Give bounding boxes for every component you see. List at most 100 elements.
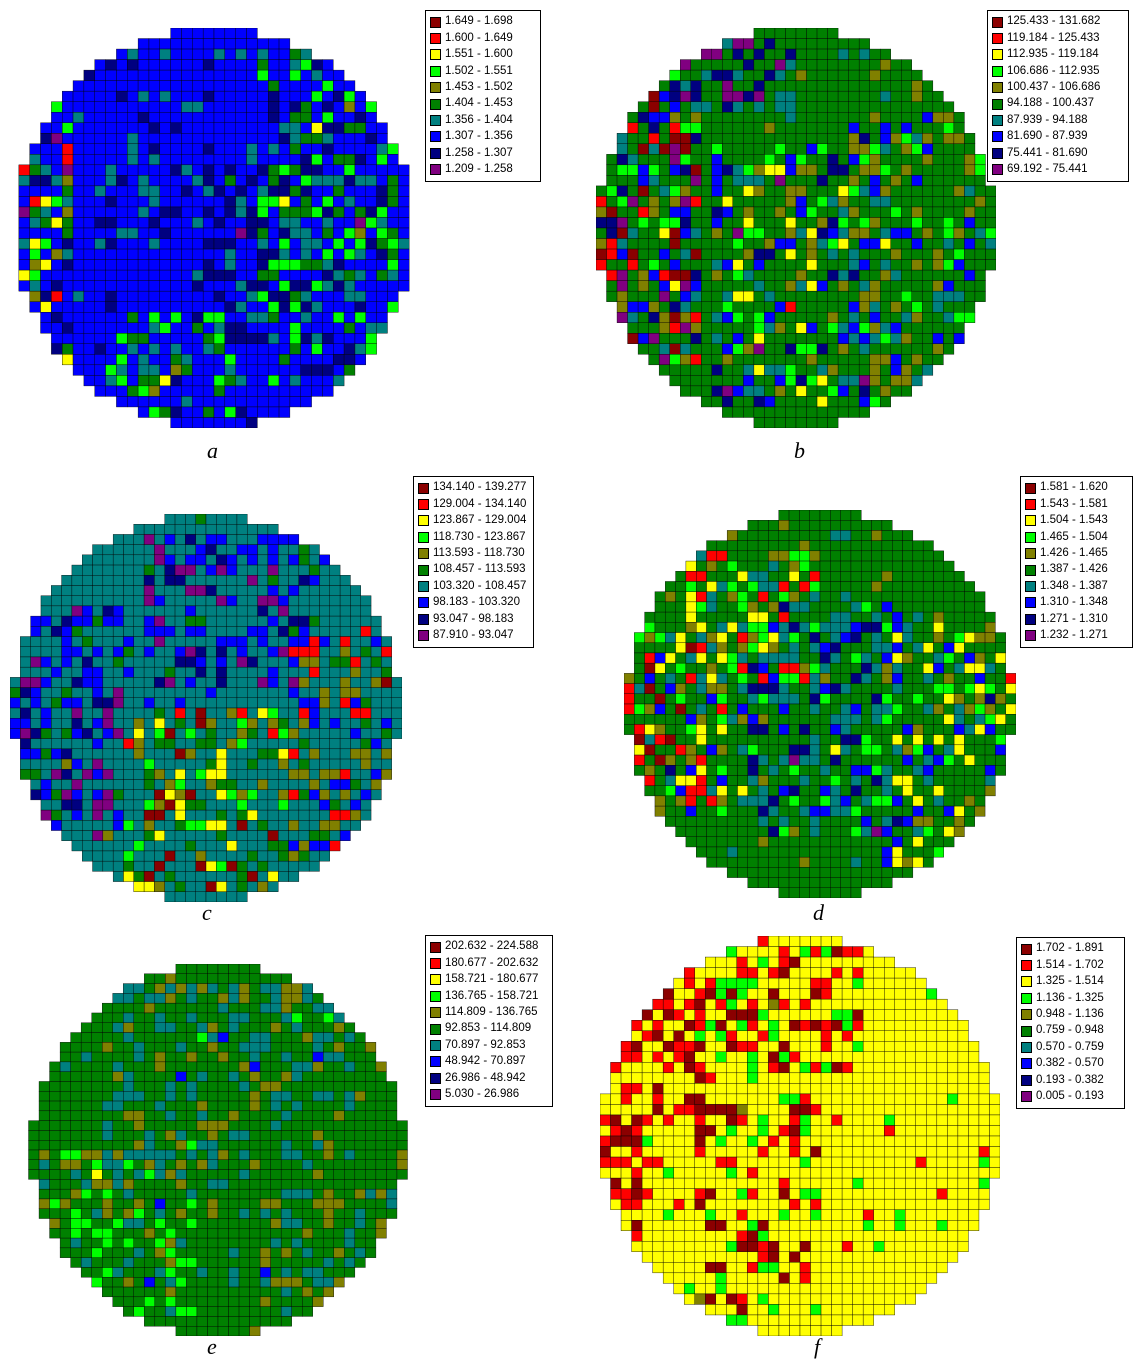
heatmap-cell — [850, 652, 862, 664]
heatmap-cell — [778, 877, 790, 888]
heatmap-cell — [768, 877, 779, 888]
heatmap-cell — [726, 601, 738, 613]
heatmap-cell — [861, 846, 872, 858]
heatmap-cell — [747, 795, 759, 807]
heatmap-cell — [123, 626, 134, 637]
heatmap-cell — [869, 69, 881, 81]
heatmap-cell — [861, 795, 872, 807]
heatmap-cell — [837, 164, 849, 176]
heatmap-cell — [116, 154, 128, 166]
heatmap-cell — [268, 206, 280, 218]
heatmap-cell — [861, 703, 872, 715]
heatmap-cell — [205, 615, 217, 627]
heatmap-cell — [62, 164, 74, 176]
heatmap-cell — [675, 611, 687, 623]
heatmap-cell — [319, 677, 330, 688]
heatmap-cell — [902, 673, 914, 684]
heatmap-cell — [716, 754, 728, 766]
heatmap-cell — [696, 724, 707, 735]
heatmap-cell — [72, 364, 85, 376]
heatmap-cell — [311, 385, 323, 397]
heatmap-cell — [644, 683, 656, 694]
heatmap-cell — [247, 524, 258, 535]
heatmap-cell — [216, 666, 227, 678]
heatmap-cell — [669, 90, 681, 102]
heatmap-cell — [806, 248, 818, 260]
heatmap-cell — [289, 143, 301, 155]
heatmap-cell — [246, 375, 258, 387]
heatmap-cell — [159, 354, 171, 366]
heatmap-cell — [207, 1100, 219, 1112]
heatmap-cell — [654, 734, 666, 746]
heatmap-cell — [322, 301, 334, 313]
heatmap-cell — [154, 881, 165, 892]
heatmap-cell — [92, 554, 104, 566]
heatmap-cell — [343, 196, 356, 208]
heatmap-cell — [658, 364, 670, 376]
heatmap-cell — [40, 626, 52, 637]
heatmap-cell — [133, 809, 145, 821]
heatmap-cell — [298, 687, 310, 698]
heatmap-cell — [690, 217, 702, 229]
heatmap-cell — [94, 269, 106, 281]
heatmap-cell — [795, 238, 807, 250]
heatmap-cell — [912, 826, 924, 837]
legend-label: 87.910 - 93.047 — [433, 628, 514, 641]
heatmap-cell — [669, 301, 681, 313]
heatmap-cell — [696, 611, 707, 623]
heatmap-cell — [722, 280, 734, 292]
heatmap-cell — [1005, 673, 1016, 684]
heatmap-cell — [616, 217, 628, 229]
heatmap-cell — [354, 185, 366, 197]
heatmap-cell — [205, 564, 217, 576]
heatmap-cell — [311, 238, 323, 250]
heatmap-cell — [123, 830, 134, 841]
heatmap-cell — [795, 385, 807, 397]
heatmap-cell — [365, 1100, 377, 1112]
heatmap-cell — [333, 112, 345, 123]
heatmap-cell — [768, 673, 779, 684]
heatmap-cell — [105, 227, 117, 239]
heatmap-cell — [706, 652, 718, 664]
heatmap-cell — [170, 269, 182, 281]
heatmap-cell — [716, 601, 728, 613]
heatmap-cell — [329, 820, 341, 831]
heatmap-cell — [690, 248, 702, 260]
heatmap-cell — [112, 748, 124, 760]
heatmap-cell — [70, 1081, 82, 1092]
heatmap-cell — [143, 850, 155, 862]
heatmap-cell — [154, 830, 165, 841]
heatmap-cell — [953, 185, 965, 197]
heatmap-cell — [768, 795, 779, 807]
heatmap-cell — [92, 860, 104, 872]
heatmap-cell — [278, 697, 289, 709]
heatmap-cell — [170, 69, 182, 81]
heatmap-cell — [267, 585, 279, 596]
heatmap-cell — [127, 238, 139, 250]
heatmap-cell — [984, 775, 996, 786]
heatmap-cell — [837, 343, 849, 355]
heatmap-cell — [278, 196, 291, 208]
heatmap-cell — [726, 622, 738, 633]
heatmap-cell — [123, 718, 134, 729]
heatmap-cell — [757, 571, 769, 582]
heatmap-cell — [289, 259, 301, 271]
heatmap-cell — [213, 122, 226, 134]
heatmap-cell — [159, 122, 171, 134]
heatmap-cell — [288, 656, 300, 668]
heatmap-cell — [943, 185, 955, 197]
legend-label: 1.348 - 1.387 — [1040, 579, 1108, 592]
heatmap-cell — [311, 80, 323, 92]
heatmap-cell — [848, 154, 860, 166]
heatmap-cell — [238, 1042, 250, 1053]
heatmap-cell — [195, 758, 207, 770]
heatmap-cell — [816, 69, 828, 81]
heatmap-cell — [922, 122, 934, 134]
heatmap-cell — [743, 290, 755, 302]
heatmap-cell — [71, 585, 83, 596]
heatmap-cell — [892, 693, 903, 705]
heatmap-cell — [71, 677, 83, 688]
heatmap-cell — [726, 652, 738, 664]
heatmap-cell — [861, 836, 872, 848]
legend-entry: 100.437 - 106.686 — [992, 80, 1124, 96]
